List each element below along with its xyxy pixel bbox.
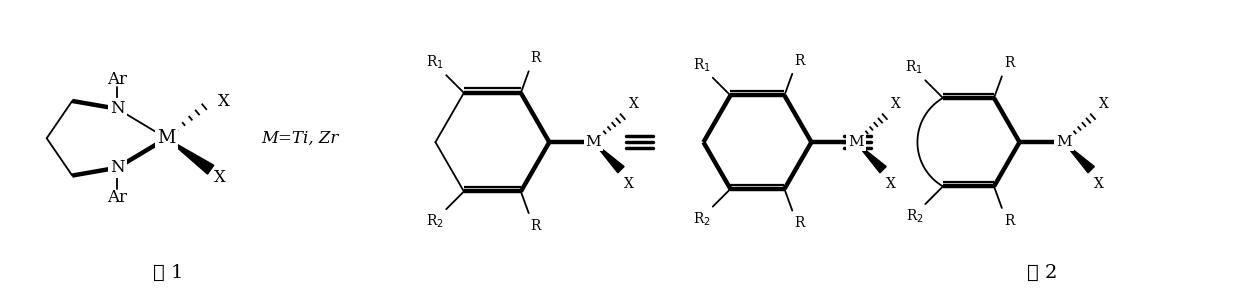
Polygon shape (1064, 142, 1094, 173)
Polygon shape (856, 142, 886, 173)
Text: X: X (218, 93, 229, 110)
Text: R$_1$: R$_1$ (426, 54, 445, 71)
Polygon shape (166, 138, 214, 174)
Text: M=Ti, Zr: M=Ti, Zr (261, 130, 339, 147)
Text: R$_2$: R$_2$ (693, 211, 711, 228)
Text: R$_2$: R$_2$ (906, 208, 923, 225)
Text: R: R (794, 54, 804, 68)
Text: Ar: Ar (108, 71, 128, 88)
Text: X: X (1099, 97, 1109, 111)
Text: M: M (586, 135, 601, 149)
Text: X: X (886, 177, 896, 191)
Text: X: X (624, 177, 634, 191)
Text: X: X (891, 97, 901, 111)
Text: R: R (1004, 214, 1015, 228)
Text: R: R (530, 219, 541, 233)
Text: Ar: Ar (108, 189, 128, 206)
Text: X: X (629, 97, 638, 111)
Polygon shape (593, 142, 624, 173)
Text: M: M (1056, 135, 1072, 149)
Text: N: N (110, 159, 125, 176)
Text: 式 1: 式 1 (154, 264, 183, 282)
Text: R: R (1004, 56, 1015, 71)
Text: R: R (794, 216, 804, 230)
Text: N: N (110, 100, 125, 117)
Text: 式 2: 式 2 (1027, 264, 1057, 282)
Text: X: X (213, 169, 225, 186)
Text: X: X (1094, 177, 1104, 191)
Text: M: M (847, 135, 864, 149)
Text: M: M (157, 129, 176, 147)
Text: R: R (530, 52, 541, 65)
Text: R$_1$: R$_1$ (693, 56, 711, 74)
Text: R$_1$: R$_1$ (906, 59, 923, 76)
Text: R$_2$: R$_2$ (426, 213, 445, 231)
